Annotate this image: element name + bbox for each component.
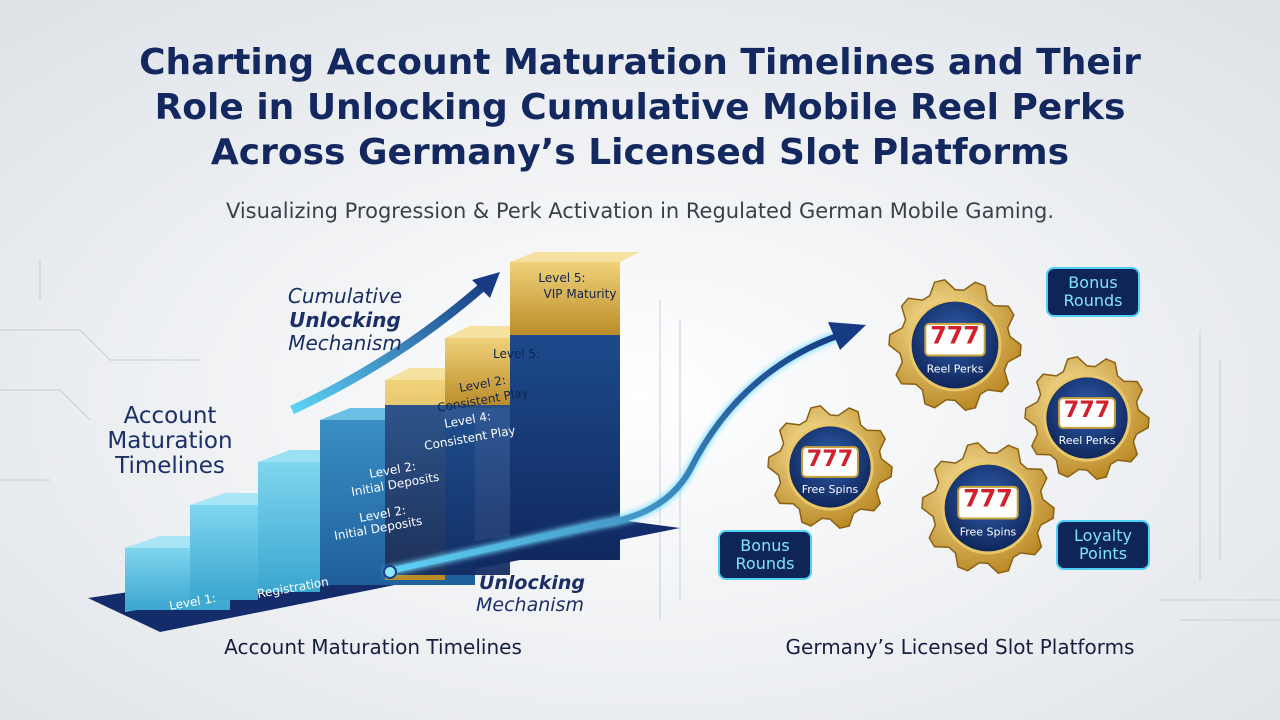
title-line: Across Germany’s Licensed Slot Platforms <box>211 132 1069 173</box>
badge-label: Loyalty <box>1074 526 1132 545</box>
subtitle: Visualizing Progression & Perk Activatio… <box>226 199 1054 223</box>
title-line: Charting Account Maturation Timelines an… <box>139 42 1141 83</box>
badge-label: Bonus <box>1068 273 1117 292</box>
arrow-head <box>828 322 866 350</box>
gear: 777 Reel Perks <box>1024 355 1150 481</box>
step-label: Level 5: <box>538 271 585 285</box>
side-heading: Timelines <box>114 453 225 479</box>
step-label: Level 5: <box>493 347 540 361</box>
step-label: VIP Maturity <box>544 287 617 301</box>
arrow-head <box>472 272 500 298</box>
badge-box <box>1046 267 1140 317</box>
slot-symbols: 777 <box>1064 397 1111 423</box>
side-heading: Maturation <box>107 428 232 454</box>
cumulative-label: Cumulative <box>288 284 402 308</box>
badge-box <box>718 530 812 580</box>
badge-label: Rounds <box>1064 291 1123 310</box>
slot-window <box>801 446 859 478</box>
side-heading: Account <box>124 403 217 429</box>
badge-label: Points <box>1079 544 1127 563</box>
slot-window <box>1058 397 1116 429</box>
gear-label: Free Spins <box>802 483 859 496</box>
caption: Germany’s Licensed Slot Platforms <box>786 635 1135 659</box>
caption: Account Maturation Timelines <box>224 635 522 659</box>
slot-symbols: 777 <box>963 485 1013 513</box>
gear: 777 Free Spins <box>767 404 893 530</box>
unlocking-label: Mechanism <box>476 594 584 616</box>
unlock-arrow <box>384 332 841 575</box>
cumulative-label: Mechanism <box>288 331 402 355</box>
gear-label: Reel Perks <box>1059 434 1116 447</box>
gear-label: Free Spins <box>960 526 1017 539</box>
slot-symbols: 777 <box>930 322 980 350</box>
staircase <box>88 252 680 632</box>
gear: 777 Reel Perks <box>888 278 1022 412</box>
slot-window <box>957 485 1019 520</box>
unlocking-label: Unlocking <box>479 572 585 594</box>
circuit-lines <box>0 260 1280 621</box>
arrow-start <box>383 565 397 579</box>
gear: 777 Free Spins <box>921 441 1055 575</box>
slot-window <box>924 322 986 357</box>
badge-label: Bonus <box>740 536 789 555</box>
badge-label: Rounds <box>736 554 795 573</box>
badge-box <box>1056 520 1150 570</box>
gear-label: Reel Perks <box>927 363 984 376</box>
slot-symbols: 777 <box>807 446 854 472</box>
cumulative-label: Unlocking <box>289 308 401 332</box>
cumulative-arrow <box>290 278 491 415</box>
title-line: Role in Unlocking Cumulative Mobile Reel… <box>155 87 1126 128</box>
